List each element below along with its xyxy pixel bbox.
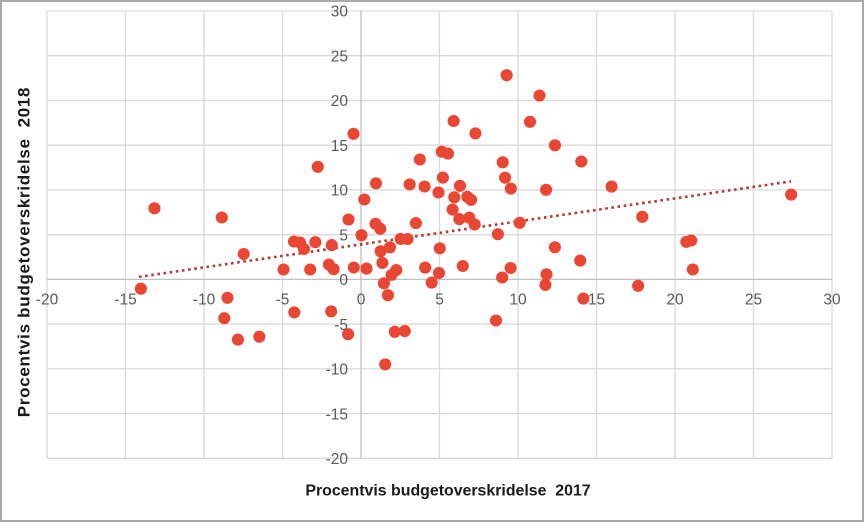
svg-text:20: 20 [331,93,349,110]
svg-text:15: 15 [331,138,348,155]
svg-text:0: 0 [357,291,366,308]
svg-text:10: 10 [331,183,349,200]
svg-text:5: 5 [435,291,444,308]
svg-text:-5: -5 [334,317,348,334]
svg-text:-15: -15 [326,406,348,423]
svg-text:Procentvis budgetoverskridelse: Procentvis budgetoverskridelse 2017 [305,482,590,499]
svg-text:25: 25 [331,48,348,65]
svg-text:15: 15 [588,291,605,308]
svg-text:20: 20 [666,291,684,308]
svg-text:30: 30 [823,291,841,308]
svg-text:30: 30 [331,4,349,21]
svg-text:Procentvis budgetoverskridelse: Procentvis budgetoverskridelse 2018 [15,87,34,417]
svg-text:-20: -20 [36,291,59,308]
svg-text:25: 25 [745,291,762,308]
svg-text:-15: -15 [114,291,136,308]
svg-text:-20: -20 [326,451,349,468]
svg-text:5: 5 [339,227,348,244]
svg-text:10: 10 [509,291,527,308]
svg-text:-10: -10 [326,362,349,379]
svg-text:-10: -10 [193,291,216,308]
svg-text:0: 0 [339,272,348,289]
svg-text:-5: -5 [276,291,290,308]
